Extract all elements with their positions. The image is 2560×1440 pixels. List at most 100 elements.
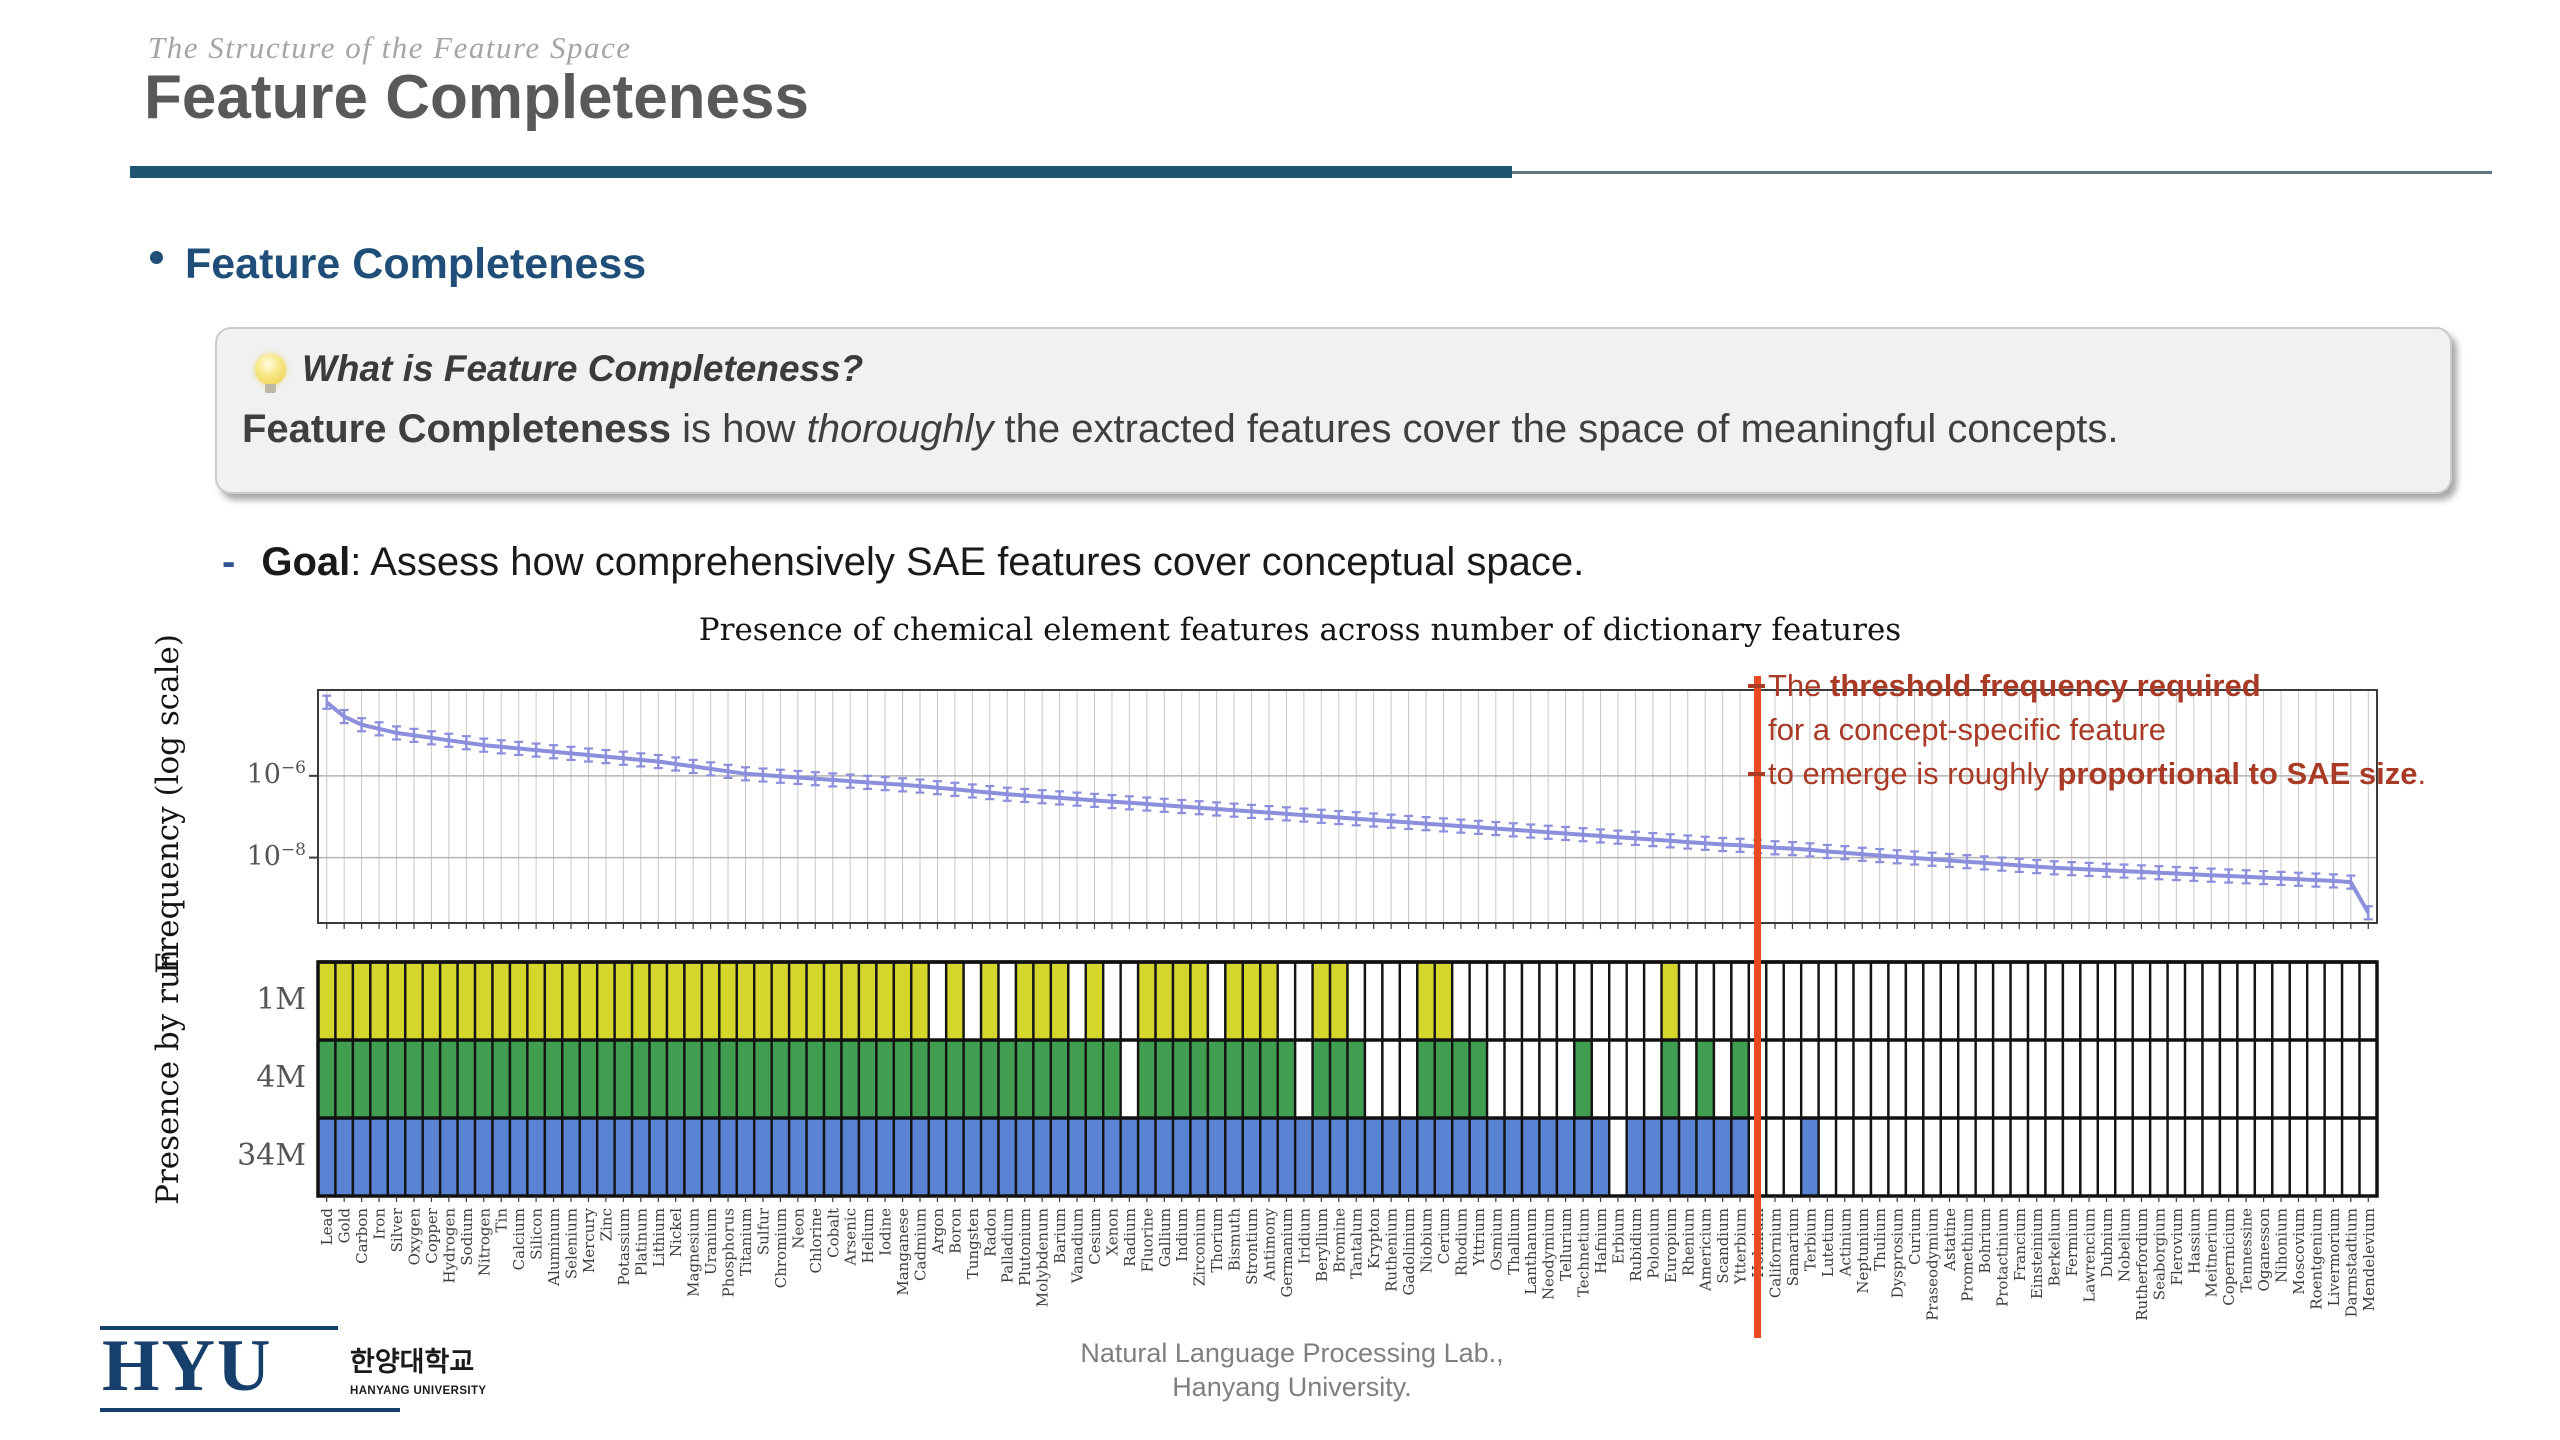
presence-cell (1119, 960, 1140, 1042)
presence-cell (1084, 960, 1105, 1042)
presence-cell (613, 1038, 634, 1120)
frequency-line (325, 700, 2371, 914)
element-label: Californium (1767, 1208, 1785, 1298)
presence-cell (630, 1038, 651, 1120)
presence-cell (1014, 1038, 1035, 1120)
presence-cell (910, 960, 930, 1042)
element-label: Scandium (1714, 1208, 1732, 1284)
presence-grid (316, 960, 2379, 1198)
presence-cell (718, 1116, 738, 1198)
goal-line: - Goal: Assess how comprehensively SAE fe… (222, 540, 1584, 585)
presence-cell (2271, 1038, 2291, 1120)
callout-body: Feature Completeness is how thoroughly t… (242, 407, 2119, 451)
element-label: Gadolinium (1400, 1208, 1418, 1296)
presence-cell (1433, 960, 1454, 1042)
presence-cell (840, 1038, 861, 1120)
element-label: Cerium (1435, 1208, 1453, 1264)
element-label: Cesium (1086, 1208, 1104, 1265)
presence-cell (2026, 1116, 2047, 1198)
presence-cell (1939, 1038, 1960, 1120)
presence-cell (787, 1116, 808, 1198)
presence-cell (700, 1116, 721, 1198)
element-labels: Lead Gold Carbon Iron Silver Oxygen Copper Hydr… (318, 1207, 2378, 1321)
element-label: Selenium (563, 1208, 581, 1279)
element-label: Argon (929, 1208, 947, 1256)
presence-cell (316, 1038, 337, 1120)
presence-cell (1067, 1116, 1087, 1198)
element-label: Moscovium (2290, 1208, 2308, 1295)
element-label: Bromine (1330, 1208, 1348, 1273)
presence-cell (2148, 960, 2169, 1042)
annotation-leader-dash (1748, 684, 1765, 688)
presence-cell (665, 1038, 686, 1120)
presence-cell (1189, 960, 1210, 1042)
freq-xticks (326, 923, 2369, 929)
presence-cell (2044, 1116, 2065, 1198)
presence-cell (1765, 1038, 1785, 1120)
presence-cell (1817, 1038, 1838, 1120)
presence-cell (979, 960, 1000, 1042)
presence-cell (840, 1116, 861, 1198)
divider-accent-bar (130, 166, 1512, 178)
presence-cell (1032, 1116, 1053, 1198)
element-label: Meitnerium (2203, 1208, 2221, 1297)
presence-cell (2166, 1038, 2187, 1120)
presence-cell (491, 960, 512, 1042)
element-label: Samarium (1784, 1208, 1802, 1286)
element-label: Sodium (458, 1208, 476, 1266)
element-label: Niobium (1418, 1208, 1436, 1273)
presence-cell (404, 960, 424, 1042)
presence-cell (2009, 960, 2030, 1042)
element-label: Arsenic (842, 1208, 860, 1266)
presence-cell (927, 960, 948, 1042)
presence-cell (857, 960, 878, 1042)
presence-cell (1154, 1038, 1175, 1120)
element-label: Lawrencium (2081, 1208, 2099, 1303)
presence-cell (665, 1116, 686, 1198)
presence-cell (404, 1038, 424, 1120)
element-label: Ytterbium (1732, 1208, 1750, 1285)
presence-cell (1695, 1116, 1716, 1198)
logo-rule-top (100, 1326, 338, 1330)
presence-cell (1433, 1116, 1454, 1198)
presence-cell (1136, 960, 1157, 1042)
element-label: Dysprosium (1889, 1208, 1907, 1298)
element-label: Platinum (632, 1208, 650, 1276)
element-label: Magnesium (685, 1208, 703, 1297)
element-label: Germanium (1278, 1208, 1296, 1298)
presence-cell (1538, 1116, 1559, 1198)
presence-cell (421, 1116, 442, 1198)
presence-cell (421, 960, 442, 1042)
element-label: Bismuth (1226, 1208, 1244, 1271)
element-label: Plutonium (1016, 1208, 1034, 1286)
element-label: Nitrogen (475, 1208, 493, 1277)
element-label: Lithium (650, 1208, 668, 1267)
presence-cell (822, 1038, 843, 1120)
element-label: Seaborgium (2150, 1208, 2168, 1300)
presence-cell (613, 1116, 634, 1198)
presence-cell (1590, 960, 1611, 1042)
element-label: Tungsten (964, 1208, 982, 1280)
element-label: Fluorine (1138, 1208, 1156, 1273)
presence-cell (1677, 1116, 1698, 1198)
presence-cell (1224, 960, 1245, 1042)
credit-line-1: Natural Language Processing Lab., (1080, 1338, 1504, 1368)
presence-cell (1887, 1038, 1908, 1120)
element-label: Berkelium (2046, 1208, 2064, 1287)
element-label: Barium (1051, 1208, 1069, 1264)
presence-cell (2131, 1116, 2152, 1198)
element-label: Mendelevium (2360, 1208, 2378, 1311)
presence-cell (1834, 1116, 1855, 1198)
presence-cell (892, 1038, 913, 1120)
freq-gridlines (326, 690, 2369, 923)
row-label-4m: 4M (256, 1060, 306, 1095)
hyu-logo-text: HYU (102, 1325, 273, 1407)
element-label: Einsteinium (2028, 1208, 2046, 1299)
presence-cell (2026, 960, 2047, 1042)
presence-cell (1241, 960, 1262, 1042)
presence-cell (1799, 1116, 1820, 1198)
presence-cell (1503, 1116, 1524, 1198)
hyu-logo-wordmark: 한양대학교 HANYANG UNIVERSITY (350, 1340, 500, 1397)
presence-cell (2096, 1038, 2117, 1120)
presence-cell (1084, 1038, 1105, 1120)
